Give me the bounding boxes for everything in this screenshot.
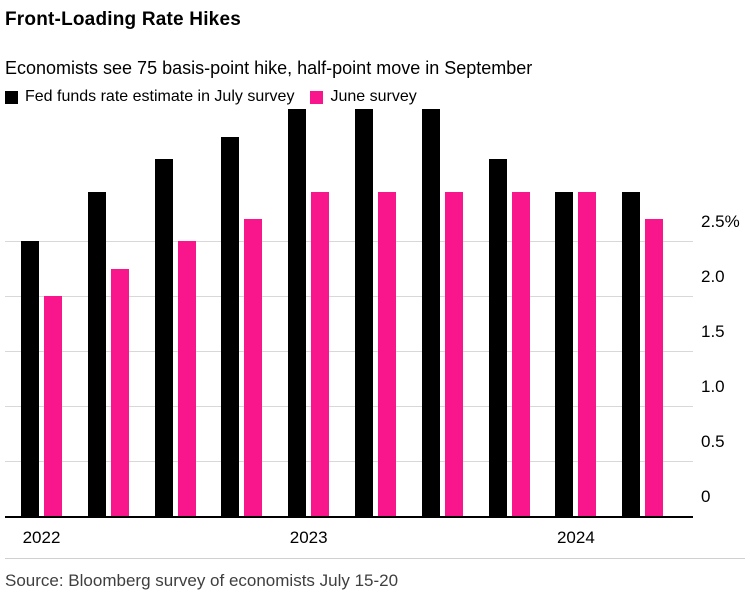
y-tick-label-0.5: 0.5 [701,432,725,451]
legend-swatch-july-survey-icon [5,90,18,104]
bar-july-survey-group6 [355,109,373,516]
gridline-2.0 [5,296,693,297]
bar-july-survey-group3 [154,158,173,516]
chart-subtitle: Economists see 75 basis-point hike, half… [5,58,533,78]
gridline-1.0 [5,406,693,407]
bar-june-survey-group5 [311,191,330,516]
y-tick-label-1.0: 1.0 [701,377,725,396]
bar-july-survey-group9 [555,191,574,516]
legend-swatch-june-survey-icon [310,90,324,104]
bar-june-survey-group10 [645,219,664,516]
bar-june-survey-group7 [444,191,463,516]
bar-june-survey-group4 [244,219,263,516]
gridline-2.5% [5,241,693,242]
source-footer: Source: Bloomberg survey of economists J… [5,558,745,591]
y-tick-label-2.0: 2.0 [701,267,725,286]
chart-title: Front-Loading Rate Hikes [5,9,241,30]
bar-chart: 0 0.5 1.0 1.5 2.0 2.5% 2022 2023 2024 [5,108,745,548]
source-text: Source: Bloomberg survey of economists J… [5,571,399,590]
y-tick-label-2.5%: 2.5% [701,212,740,231]
legend-label-july-survey: Fed funds rate estimate in July survey [25,88,295,105]
plot-area [5,108,693,518]
legend: Fed funds rate estimate in July survey J… [5,88,745,106]
bar-june-survey-group8 [511,191,530,516]
y-tick-label-1.5: 1.5 [701,322,725,341]
gridline-0.5 [5,461,693,462]
x-year-label-2022: 2022 [22,528,61,547]
x-year-label-2023: 2023 [289,528,328,547]
y-tick-label-0: 0 [701,487,711,506]
legend-label-june-survey: June survey [330,88,417,105]
bar-july-survey-group1 [21,241,39,516]
bar-july-survey-group2 [87,191,106,516]
bar-july-survey-group7 [421,109,440,516]
bar-july-survey-group8 [488,158,507,516]
bar-june-survey-group2 [110,268,129,516]
bar-july-survey-group4 [221,136,240,516]
bar-july-survey-group5 [288,109,307,516]
gridline-1.5 [5,351,693,352]
bar-june-survey-group9 [578,191,597,516]
bar-june-survey-group3 [177,241,196,516]
bar-june-survey-group1 [44,296,62,516]
x-year-label-2024: 2024 [556,528,595,547]
bar-july-survey-group10 [622,191,641,516]
bar-june-survey-group6 [378,191,396,516]
